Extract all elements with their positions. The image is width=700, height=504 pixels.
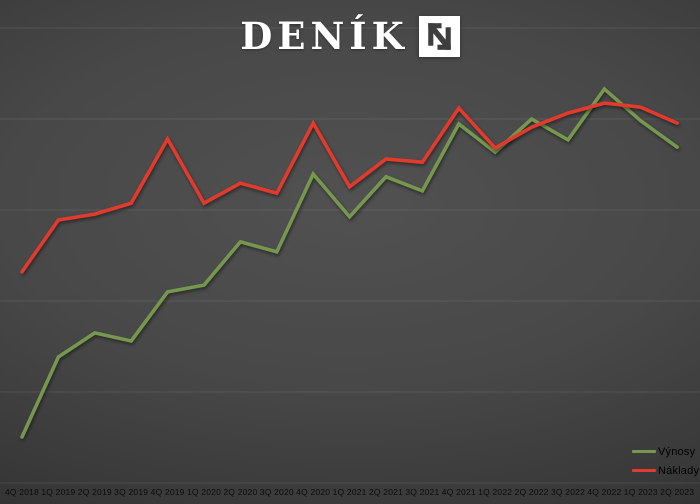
x-axis-label: 4Q 2022 bbox=[587, 487, 622, 497]
series-line-náklady bbox=[20, 101, 680, 274]
chart-series bbox=[20, 86, 680, 439]
x-axis-label: 2Q 2023 bbox=[660, 487, 695, 497]
x-axis-label: 4Q 2021 bbox=[441, 487, 476, 497]
legend-label: Výnosy bbox=[658, 445, 696, 458]
x-axis-label: 1Q 2022 bbox=[478, 487, 513, 497]
x-axis-label: 2Q 2020 bbox=[223, 487, 258, 497]
chart-legend: Výnosy Náklady bbox=[632, 445, 699, 477]
legend-label: Náklady bbox=[658, 464, 700, 477]
x-axis-label: 2Q 2022 bbox=[514, 487, 549, 497]
gridlines bbox=[0, 27, 700, 484]
x-axis-label: 4Q 2020 bbox=[296, 487, 331, 497]
x-axis-label: 4Q 2019 bbox=[150, 487, 185, 497]
x-axis-label: 1Q 2023 bbox=[623, 487, 658, 497]
legend-item: Náklady bbox=[632, 464, 699, 477]
x-axis-label: 2Q 2019 bbox=[77, 487, 112, 497]
legend-swatch-icon bbox=[632, 469, 656, 472]
x-axis-label: 4Q 2018 bbox=[4, 487, 40, 497]
x-axis-label: 1Q 2021 bbox=[332, 487, 367, 497]
x-axis-label: 2Q 2021 bbox=[368, 487, 404, 497]
x-axis-label: 1Q 2020 bbox=[186, 487, 222, 497]
x-axis-label: 3Q 2020 bbox=[259, 487, 294, 497]
x-axis-label: 1Q 2019 bbox=[41, 487, 76, 497]
legend-item: Výnosy bbox=[632, 445, 699, 458]
x-axis-label: 3Q 2019 bbox=[114, 487, 149, 497]
series-line-výnosy bbox=[20, 86, 680, 439]
x-axis-label: 3Q 2021 bbox=[405, 487, 440, 497]
legend-swatch-icon bbox=[632, 450, 656, 453]
x-axis-label: 3Q 2022 bbox=[550, 487, 586, 497]
